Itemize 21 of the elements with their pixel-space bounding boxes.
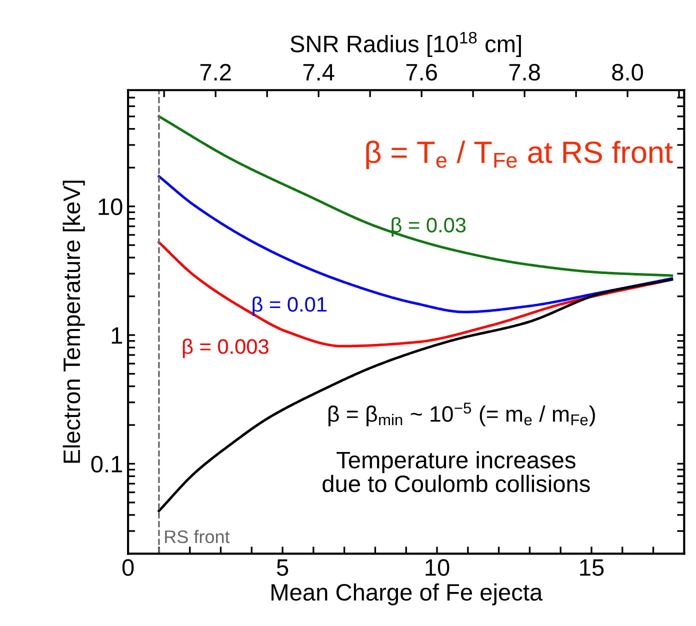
text: β = β$_{min}$ ~ 10$^{−5}$ (= m$_{e}$ / m$_{Fe}$)	[328, 402, 595, 426]
y-axis-title: Electron Temperature [keV]	[62, 180, 85, 463]
series-label: β = 0.003	[182, 338, 268, 358]
x2-tick-label: 7.8	[509, 64, 540, 81]
series-label: β = 0.01	[252, 296, 326, 316]
x2-tick-label: 7.2	[200, 64, 231, 80]
annotation: Temperature increases due to Coulomb collisions	[322, 451, 590, 492]
annotation: β = T$_{e}$ / T$_{Fe}$ at RS front	[366, 140, 673, 170]
y-tick-label: 10	[98, 198, 122, 216]
x2-tick-label: 7.6	[406, 64, 437, 81]
x2-tick-label: 8.0	[612, 64, 644, 81]
x-axis-title: Mean Charge of Fe ejecta	[272, 583, 543, 606]
x-tick-label: 15	[580, 559, 604, 576]
x-tick-label: 10	[426, 559, 450, 576]
x-tick-label: 0	[122, 559, 134, 576]
x-tick-label: 5	[276, 559, 288, 576]
ref-line-label: RS front	[165, 530, 230, 544]
x2-tick-label: 7.4	[303, 64, 334, 80]
y-tick-label: 1	[112, 327, 122, 344]
x2-axis-title: SNR Radius [10$^{18}$ cm]	[290, 32, 521, 58]
y-tick-label: 0.1	[91, 456, 122, 473]
